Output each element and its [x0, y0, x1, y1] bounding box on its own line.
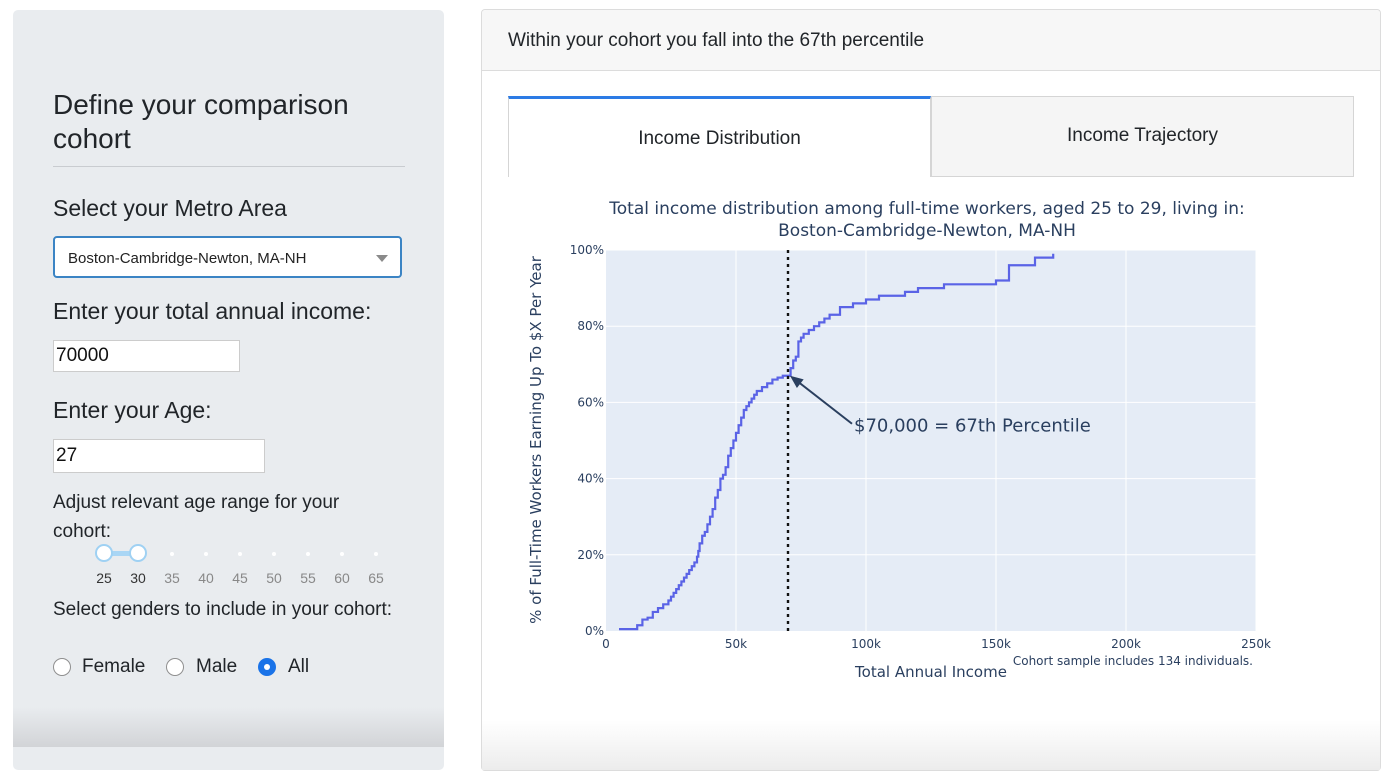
chart-subtitle: Boston-Cambridge-Newton, MA-NH: [778, 221, 1076, 241]
chevron-down-icon: [376, 255, 388, 262]
age-range-slider[interactable]: 25 30 35 40 45 50 55 60 65: [90, 538, 384, 588]
slider-tick-label: 50: [266, 570, 282, 586]
x-tick-label: 200k: [1111, 637, 1141, 651]
card-header: Within your cohort you fall into the 67t…: [482, 10, 1380, 71]
sidebar-fade: [13, 707, 444, 747]
y-tick-label: 0%: [585, 624, 604, 638]
slider-step-dot: [238, 552, 242, 556]
radio-male[interactable]: [166, 658, 184, 676]
gender-label: Select genders to include in your cohort…: [53, 599, 393, 620]
income-label: Enter your total annual income:: [53, 298, 372, 324]
y-tick-label: 60%: [577, 395, 604, 409]
radio-label-all: All: [288, 656, 310, 677]
chart-footnote: Cohort sample includes 134 individuals.: [1013, 654, 1253, 668]
annotation-arrow: [797, 380, 853, 425]
slider-step-dot: [170, 552, 174, 556]
x-tick-label: 50k: [725, 637, 747, 651]
x-axis-ticks: 0 50k 100k 150k 200k 250k: [602, 637, 1271, 651]
slider-tick-label: 45: [232, 570, 248, 586]
slider-step-dot: [272, 552, 276, 556]
slider-tick-label: 30: [130, 570, 146, 586]
x-axis-label: Total Annual Income: [854, 663, 1007, 681]
slider-tick-label: 25: [96, 570, 112, 586]
sidebar-divider: [53, 166, 405, 167]
percentile-summary: Within your cohort you fall into the 67t…: [508, 30, 925, 51]
metro-label: Select your Metro Area: [53, 195, 287, 221]
y-axis-label: % of Full-Time Workers Earning Up To $X …: [527, 255, 545, 624]
age-label: Enter your Age:: [53, 397, 212, 423]
slider-selected-range: [104, 551, 138, 556]
annotation-arrowhead: [790, 375, 804, 389]
age-input[interactable]: [53, 439, 265, 473]
radio-label-male: Male: [196, 656, 238, 677]
slider-tick-label: 40: [198, 570, 214, 586]
slider-tick-label: 65: [368, 570, 384, 586]
series-line: [619, 253, 1055, 631]
tab-income-distribution[interactable]: Income Distribution: [508, 96, 931, 177]
slider-step-dot: [340, 552, 344, 556]
chart-title: Total income distribution among full-tim…: [608, 199, 1244, 219]
card-fade: [482, 720, 1380, 770]
metro-select-value: Boston-Cambridge-Newton, MA-NH: [68, 250, 307, 267]
income-distribution-chart: Total income distribution among full-tim…: [527, 199, 1271, 681]
sidebar-panel: [13, 10, 444, 770]
radio-all[interactable]: [258, 658, 276, 676]
percentile-annotation: $70,000 = 67th Percentile: [854, 416, 1091, 437]
radio-label-female: Female: [82, 656, 146, 677]
sidebar-title: Define your comparison cohort: [53, 89, 349, 154]
x-tick-label: 150k: [981, 637, 1011, 651]
slider-tick-label: 55: [300, 570, 316, 586]
plot-area: [606, 250, 1256, 631]
tab-income-trajectory[interactable]: Income Trajectory: [931, 96, 1354, 177]
slider-tick-label: 60: [334, 570, 350, 586]
y-tick-label: 100%: [570, 243, 604, 257]
x-tick-label: 100k: [851, 637, 881, 651]
income-input[interactable]: [53, 340, 240, 372]
y-tick-label: 80%: [577, 319, 604, 333]
slider-handle-high[interactable]: [129, 544, 147, 562]
slider-step-dot: [374, 552, 378, 556]
slider-tick-label: 35: [164, 570, 180, 586]
radio-female[interactable]: [53, 658, 71, 676]
x-tick-label: 0: [602, 637, 610, 651]
slider-handle-low[interactable]: [95, 544, 113, 562]
y-tick-label: 40%: [577, 472, 604, 486]
x-tick-label: 250k: [1241, 637, 1271, 651]
age-range-label: Adjust relevant age range for your cohor…: [53, 492, 340, 542]
slider-step-dot: [306, 552, 310, 556]
results-card: Within your cohort you fall into the 67t…: [481, 9, 1381, 771]
y-axis-ticks: 0% 20% 40% 60% 80% 100%: [570, 243, 604, 638]
y-tick-label: 20%: [577, 548, 604, 562]
metro-select[interactable]: Boston-Cambridge-Newton, MA-NH: [53, 236, 402, 278]
slider-step-dot: [204, 552, 208, 556]
